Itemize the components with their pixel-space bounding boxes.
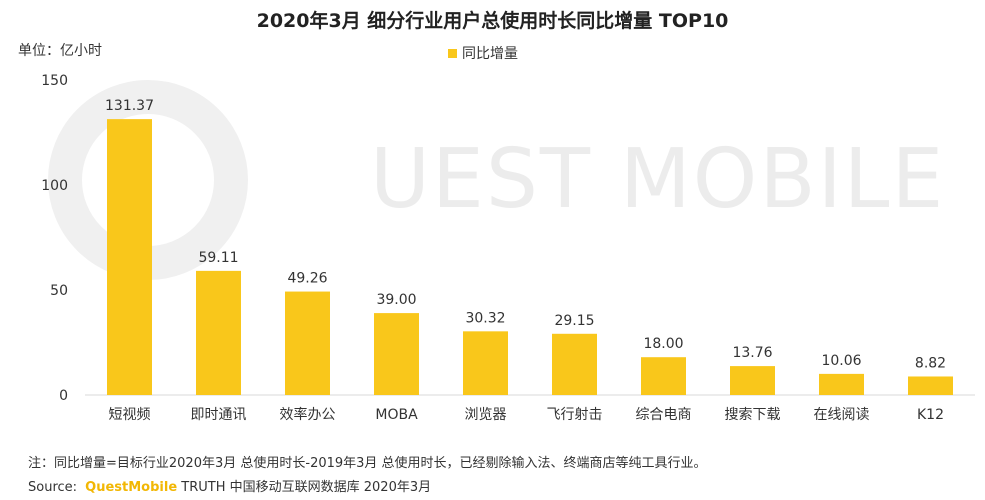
bar-7	[730, 366, 775, 395]
x-tick-label-7: 搜索下载	[725, 406, 781, 423]
legend-label: 同比增量	[462, 46, 518, 62]
bar-value-label-5: 29.15	[554, 313, 594, 329]
bar-value-label-3: 39.00	[376, 292, 416, 308]
bar-value-label-2: 49.26	[287, 271, 327, 287]
unit-label: 单位：亿小时	[18, 43, 102, 59]
y-tick-label-3: 150	[41, 73, 68, 89]
source-line: Source: QuestMobile TRUTH 中国移动互联网数据库 202…	[28, 476, 431, 495]
x-tick-label-1: 即时通讯	[191, 407, 247, 423]
x-tick-label-8: 在线阅读	[814, 406, 870, 423]
bar-value-label-4: 30.32	[465, 310, 505, 326]
legend-swatch	[448, 48, 457, 58]
source-rest: TRUTH 中国移动互联网数据库 2020年3月	[181, 480, 432, 495]
bar-value-label-9: 8.82	[915, 355, 946, 371]
bar-5	[552, 333, 597, 395]
x-tick-label-3: MOBA	[375, 407, 418, 423]
bar-chart: 0 50 100 150 131.37 短视频 59.11 即时通讯 49.26 效率办公 39.0…	[41, 73, 975, 423]
y-tick-label-1: 50	[50, 283, 68, 299]
x-tick-label-6: 综合电商	[636, 407, 692, 423]
y-tick-label-2: 100	[41, 178, 68, 194]
bar-9	[908, 376, 953, 395]
x-tick-label-4: 浏览器	[465, 407, 507, 423]
source-brand: QuestMobile	[85, 480, 178, 495]
y-tick-label-0: 0	[59, 388, 68, 404]
x-tick-label-2: 效率办公	[280, 406, 336, 423]
bar-2	[285, 291, 330, 395]
bar-8	[819, 373, 864, 395]
bar-1	[196, 270, 241, 395]
source-label: Source:	[28, 480, 78, 495]
bar-value-label-1: 59.11	[198, 250, 238, 266]
legend: 同比增量	[448, 43, 518, 63]
bar-value-label-7: 13.76	[732, 345, 772, 361]
bar-value-label-6: 18.00	[643, 336, 683, 352]
x-tick-label-9: K12	[917, 407, 944, 423]
chart-title: 2020年3月 细分行业用户总使用时长同比增量 TOP10	[256, 10, 729, 32]
x-tick-label-0: 短视频	[109, 407, 151, 423]
bar-value-label-0: 131.37	[105, 98, 154, 114]
bar-3	[374, 313, 419, 395]
footnote: 注：同比增量=目标行业2020年3月 总使用时长-2019年3月 总使用时长，已…	[28, 456, 707, 471]
bar-6	[641, 357, 686, 395]
bar-0	[107, 119, 152, 396]
bar-4	[463, 331, 508, 395]
x-tick-label-5: 飞行射击	[547, 407, 603, 423]
bar-value-label-8: 10.06	[821, 353, 861, 369]
watermark-text: UEST MOBILE	[370, 132, 946, 227]
